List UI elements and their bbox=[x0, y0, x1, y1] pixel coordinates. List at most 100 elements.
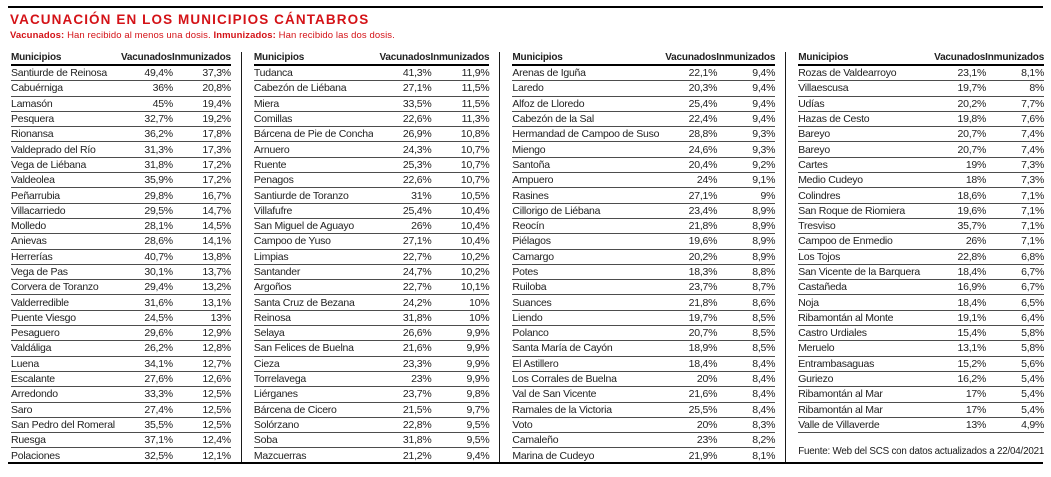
municipality-cell: Hermandad de Campoo de Suso bbox=[512, 128, 660, 141]
inmunizados-cell: 6,7% bbox=[1021, 281, 1045, 294]
inmunizados-cell: 8,9% bbox=[752, 235, 776, 248]
inmunizados-cell: 10,2% bbox=[460, 250, 490, 263]
inmunizados-cell: 5,4% bbox=[1021, 373, 1045, 386]
vacunados-cell: 21,6% bbox=[688, 388, 718, 401]
table-row: Liendo 19,7% 8,5% bbox=[512, 311, 775, 327]
inmunizados-cell: 8,4% bbox=[752, 388, 776, 401]
vacunados-cell: 23% bbox=[411, 373, 432, 386]
table-row: Cabuérniga 36% 20,8% bbox=[11, 81, 231, 97]
municipality-cell: Polaciones bbox=[11, 449, 60, 462]
municipality-cell: Ruesga bbox=[11, 434, 46, 447]
vacunados-cell: 35,9% bbox=[144, 174, 173, 187]
table-row: Pesaguero 29,6% 12,9% bbox=[11, 326, 231, 342]
municipality-cell: Soba bbox=[253, 434, 278, 447]
inmunizados-cell: 9,4% bbox=[752, 113, 776, 126]
table-row: Rasines 27,1% 9% bbox=[512, 188, 775, 204]
table-row: Vega de Liébana 31,8% 17,2% bbox=[11, 158, 231, 174]
inmunizados-cell: 7,4% bbox=[1021, 143, 1045, 156]
vacunados-cell: 45% bbox=[152, 97, 174, 110]
municipality-cell: Selaya bbox=[253, 327, 285, 340]
municipality-cell: Los Tojos bbox=[798, 250, 841, 263]
inmunizados-cell: 4,9% bbox=[1021, 418, 1045, 431]
municipality-cell: Castro Urdiales bbox=[798, 327, 867, 340]
inmunizados-cell: 11,5% bbox=[461, 82, 490, 95]
inmunizados-cell: 12,1% bbox=[202, 449, 231, 462]
table-row: Ruesga 37,1% 12,4% bbox=[11, 433, 231, 449]
vacunados-cell: 34,1% bbox=[144, 357, 173, 370]
municipality-cell: Mazcuerras bbox=[253, 449, 307, 462]
inmunizados-cell: 5,8% bbox=[1021, 342, 1045, 355]
vacunados-cell: 18,4% bbox=[688, 357, 718, 370]
table-row: Arenas de Iguña 22,1% 9,4% bbox=[512, 66, 775, 82]
municipality-cell: Valle de Villaverde bbox=[798, 418, 880, 431]
vacunados-header: Vacunados bbox=[120, 52, 172, 63]
inmunizados-cell: 12,5% bbox=[202, 418, 231, 431]
inmunizados-cell: 12,8% bbox=[202, 342, 231, 355]
vacunados-cell: 23,3% bbox=[402, 357, 432, 370]
vacunados-cell: 21,2% bbox=[402, 449, 432, 462]
vacunados-cell: 15,2% bbox=[957, 357, 987, 370]
municipality-cell: Reinosa bbox=[253, 311, 291, 324]
vacunados-cell: 21,5% bbox=[402, 403, 432, 416]
municipality-cell: Torrelavega bbox=[253, 373, 307, 386]
inmunizados-cell: 9,1% bbox=[752, 174, 776, 187]
municipality-cell: Cartes bbox=[798, 158, 828, 171]
table-row: Piélagos 19,6% 8,9% bbox=[512, 234, 776, 250]
municipality-cell: Tresviso bbox=[798, 220, 836, 233]
vacunados-cell: 20,7% bbox=[957, 143, 987, 156]
vacunados-cell: 20,4% bbox=[688, 158, 718, 171]
inmunizados-cell: 8,8% bbox=[752, 266, 776, 278]
table-row: Miengo 24,6% 9,3% bbox=[512, 142, 775, 158]
table-column-4: Municipios Vacunados Inmunizados Rozas d… bbox=[785, 52, 1051, 464]
vacunados-cell: 17% bbox=[965, 403, 987, 416]
inmunizados-cell: 12,4% bbox=[202, 434, 231, 447]
table-row: Santoña 20,4% 9,2% bbox=[512, 158, 775, 174]
table-row: Selaya 26,6% 9,9% bbox=[253, 326, 490, 342]
inmunizados-cell: 8,1% bbox=[752, 449, 776, 462]
inmunizados-cell: 12,5% bbox=[202, 403, 231, 416]
table-row: Colindres 18,6% 7,1% bbox=[798, 188, 1044, 204]
inmunizados-cell: 9,7% bbox=[466, 403, 490, 416]
municipios-header: Municipios bbox=[11, 52, 62, 63]
inmunizados-cell: 7,7% bbox=[1021, 97, 1045, 110]
table-row: Ribamontán al Mar 17% 5,4% bbox=[798, 403, 1044, 418]
municipality-cell: Potes bbox=[512, 266, 539, 278]
vacunados-cell: 29,6% bbox=[144, 327, 173, 340]
legend: Vacunados: Han recibido al menos una dos… bbox=[10, 30, 395, 41]
vacunados-cell: 27,1% bbox=[402, 235, 432, 248]
inmunizados-header: Inmunizados bbox=[716, 52, 776, 63]
table-row: Reocín 21,8% 8,9% bbox=[512, 219, 775, 235]
vacunados-cell: 26,6% bbox=[402, 327, 432, 340]
municipality-cell: Piélagos bbox=[512, 235, 551, 248]
vacunados-cell: 22,4% bbox=[688, 113, 718, 126]
vacunados-cell: 37,1% bbox=[144, 434, 173, 447]
inmunizados-cell: 12,7% bbox=[202, 357, 231, 370]
table-row: Los Corrales de Buelna 20% 8,4% bbox=[512, 372, 775, 388]
vacunados-cell: 41,3% bbox=[402, 67, 432, 80]
vacunados-cell: 26,9% bbox=[402, 128, 432, 141]
inmunizados-cell: 12,5% bbox=[202, 388, 231, 401]
table-row: Suances 21,8% 8,6% bbox=[512, 295, 775, 311]
vacunados-cell: 27,6% bbox=[144, 373, 173, 386]
table-row: Bárcena de Pie de Concha 26,9% 10,8% bbox=[253, 127, 490, 143]
municipality-cell: Puente Viesgo bbox=[11, 311, 76, 324]
inmunizados-cell: 6,8% bbox=[1021, 250, 1045, 263]
vacunados-cell: 22,8% bbox=[402, 418, 432, 431]
table-row: Cieza 23,3% 9,9% bbox=[253, 357, 490, 372]
inmunizados-cell: 14,7% bbox=[202, 204, 231, 217]
vacunados-cell: 19% bbox=[965, 158, 987, 171]
vacunados-cell: 18,4% bbox=[957, 296, 987, 309]
vacunados-cell: 20% bbox=[696, 418, 718, 431]
municipality-cell: Rozas de Valdearroyo bbox=[798, 67, 897, 80]
vacunados-cell: 23,7% bbox=[688, 281, 718, 294]
vacunados-cell: 27,1% bbox=[688, 189, 718, 202]
inmunizados-cell: 10,4% bbox=[460, 204, 490, 217]
inmunizados-cell: 7,1% bbox=[1021, 204, 1045, 217]
table-row: Reinosa 31,8% 10% bbox=[253, 311, 490, 327]
vacunados-cell: 18% bbox=[965, 174, 987, 187]
table-row: Miera 33,5% 11,5% bbox=[253, 97, 490, 112]
vacunados-cell: 25,3% bbox=[402, 158, 432, 171]
table-row: Pesquera 32,7% 19,2% bbox=[11, 112, 231, 128]
table-row: Cabezón de la Sal 22,4% 9,4% bbox=[512, 112, 776, 128]
vacunados-cell: 25,4% bbox=[688, 97, 718, 110]
